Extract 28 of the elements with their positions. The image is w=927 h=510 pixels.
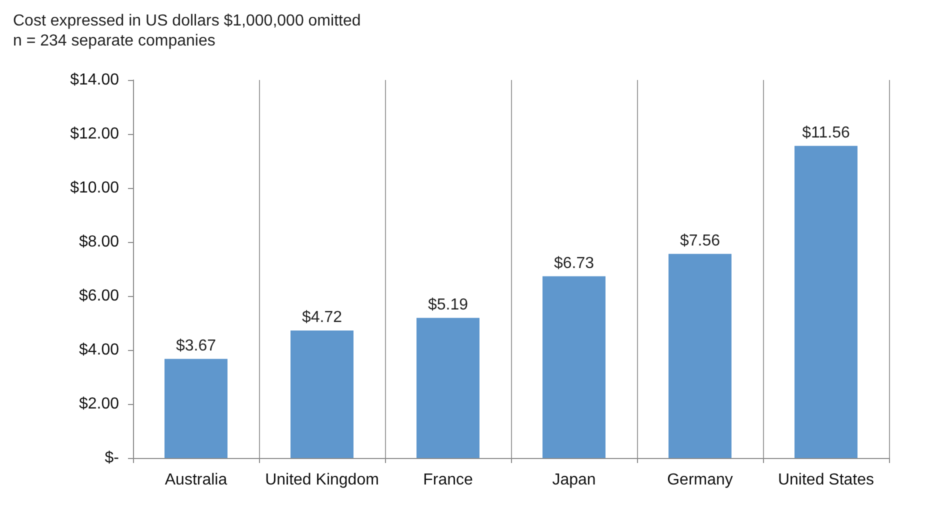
data-label: $3.67 xyxy=(176,337,216,354)
bar xyxy=(542,276,606,458)
x-tick-label: Australia xyxy=(164,472,228,488)
data-label: $11.56 xyxy=(802,124,850,142)
data-label: $7.56 xyxy=(680,232,720,250)
y-tick-label: $6.00 xyxy=(78,288,120,304)
data-label: $5.19 xyxy=(428,296,468,314)
y-tick-label: $2.00 xyxy=(78,396,120,412)
y-tick-label: $12.00 xyxy=(70,126,120,142)
bar xyxy=(164,358,228,458)
x-tick-label: United States xyxy=(778,472,874,488)
bar xyxy=(794,146,858,458)
x-tick-label: France xyxy=(423,472,473,488)
bar xyxy=(668,254,732,458)
bar xyxy=(290,330,354,458)
chart-title: Cost expressed in US dollars $1,000,000 omitted xyxy=(13,12,361,30)
y-tick-label: $8.00 xyxy=(78,234,120,250)
x-tick-label: Japan xyxy=(552,472,596,488)
data-label: $4.72 xyxy=(302,309,342,326)
y-tick-label: $14.00 xyxy=(70,72,120,88)
y-tick-label: $- xyxy=(104,450,119,466)
y-tick-label: $10.00 xyxy=(70,180,120,196)
x-tick-label: Germany xyxy=(667,472,733,488)
x-tick-label: United Kingdom xyxy=(265,472,379,488)
bar xyxy=(416,318,480,458)
data-label: $6.73 xyxy=(554,254,594,272)
y-tick-label: $4.00 xyxy=(78,342,120,358)
chart-subtitle: n = 234 separate companies xyxy=(13,32,216,50)
